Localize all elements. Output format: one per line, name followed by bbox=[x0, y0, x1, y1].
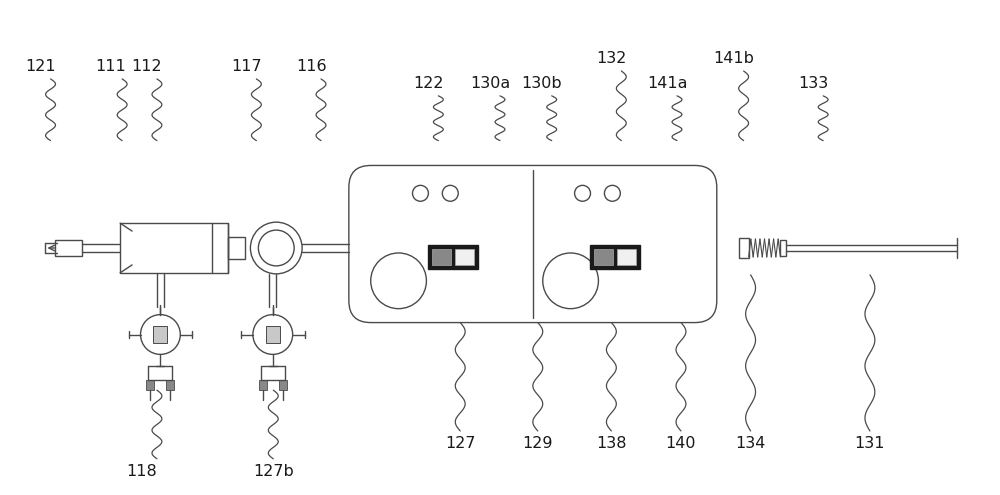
Text: 111: 111 bbox=[95, 59, 126, 74]
Text: 141a: 141a bbox=[647, 76, 687, 91]
Bar bbox=[279, 380, 287, 390]
Bar bbox=[617, 249, 636, 265]
Text: 129: 129 bbox=[523, 436, 553, 451]
Bar bbox=[166, 380, 174, 390]
Bar bbox=[455, 249, 474, 265]
Text: 141b: 141b bbox=[713, 51, 754, 66]
Text: 134: 134 bbox=[735, 436, 766, 451]
Bar bbox=[55, 240, 82, 256]
Text: 131: 131 bbox=[855, 436, 885, 451]
Text: 122: 122 bbox=[413, 76, 444, 91]
Text: 112: 112 bbox=[132, 59, 162, 74]
Bar bbox=[594, 249, 613, 265]
Bar bbox=[780, 240, 786, 256]
Text: 132: 132 bbox=[596, 51, 627, 66]
Text: 130b: 130b bbox=[521, 76, 562, 91]
Text: 117: 117 bbox=[231, 59, 262, 74]
Bar bbox=[739, 238, 749, 258]
Text: 140: 140 bbox=[666, 436, 696, 451]
Text: 127b: 127b bbox=[253, 464, 294, 479]
Text: 127: 127 bbox=[445, 436, 475, 451]
Bar bbox=[228, 237, 245, 259]
Text: 116: 116 bbox=[296, 59, 326, 74]
Bar bbox=[120, 223, 228, 273]
Bar bbox=[266, 326, 280, 344]
Bar bbox=[153, 326, 167, 344]
Text: 118: 118 bbox=[127, 464, 157, 479]
Bar bbox=[590, 245, 640, 269]
Bar bbox=[259, 380, 267, 390]
Text: 138: 138 bbox=[596, 436, 627, 451]
Text: 133: 133 bbox=[798, 76, 828, 91]
Bar bbox=[432, 249, 451, 265]
Bar bbox=[146, 380, 154, 390]
Text: 121: 121 bbox=[25, 59, 56, 74]
Bar bbox=[428, 245, 478, 269]
Text: 130a: 130a bbox=[470, 76, 510, 91]
